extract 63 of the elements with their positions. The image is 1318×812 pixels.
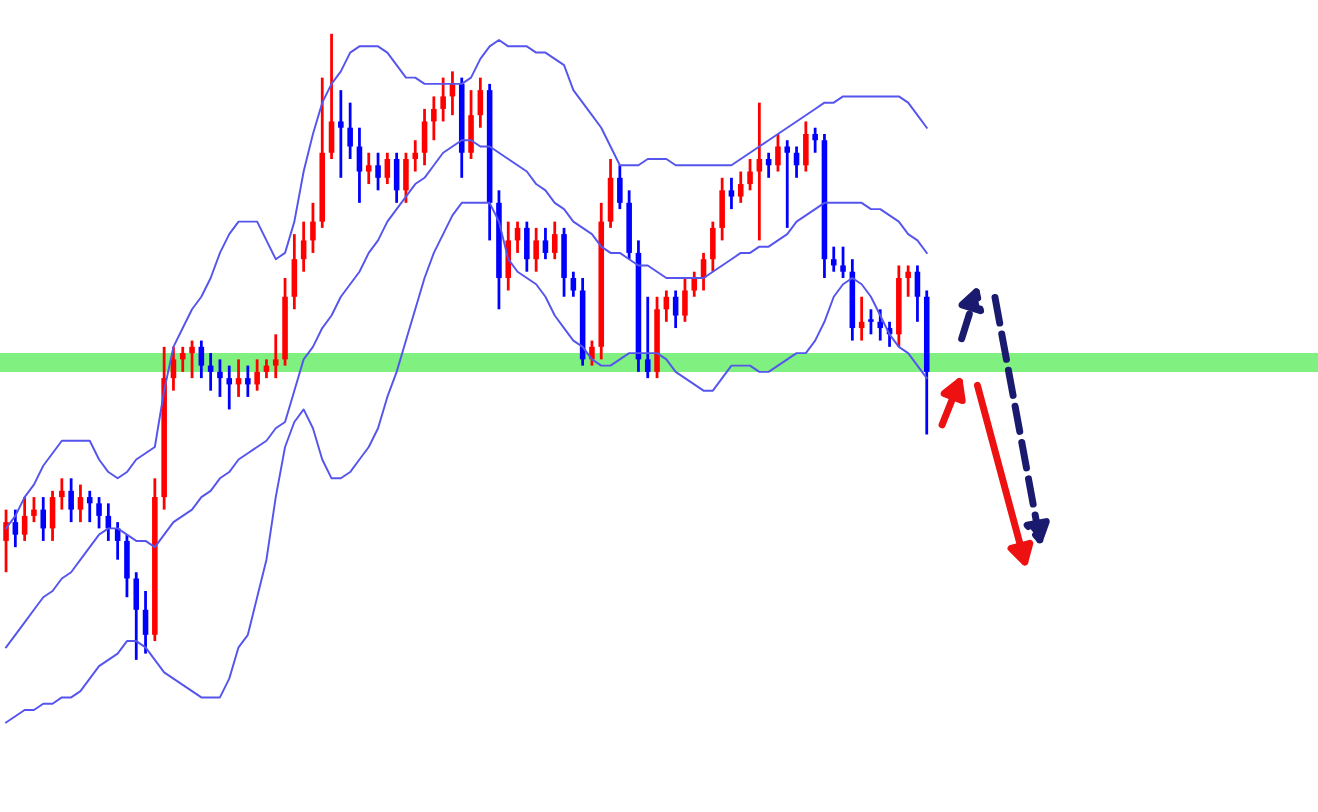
candlestick — [812, 126, 818, 155]
candlestick — [356, 126, 363, 205]
candlestick — [384, 151, 391, 186]
candlestick — [617, 163, 623, 211]
candlestick — [905, 264, 911, 299]
candlestick — [830, 245, 837, 274]
candlestick — [40, 495, 47, 543]
candlestick — [96, 495, 102, 530]
candlestick — [245, 364, 251, 399]
candlestick — [719, 176, 725, 242]
candlestick — [133, 570, 140, 662]
candlestick — [3, 508, 9, 574]
candlestick — [217, 357, 223, 399]
candlestick — [644, 295, 651, 380]
candlestick — [840, 245, 846, 280]
candlestick — [728, 176, 735, 211]
candlestick — [21, 495, 28, 543]
candlestick — [803, 120, 809, 173]
candlestick — [198, 339, 205, 380]
candlestick — [524, 220, 530, 274]
candlestick — [868, 307, 874, 336]
candlestick — [682, 276, 688, 324]
candlestick — [737, 170, 744, 205]
candlestick — [756, 101, 763, 242]
candlestick — [179, 345, 186, 374]
candlestick — [440, 76, 446, 123]
candlestick — [431, 95, 437, 142]
candlestick — [365, 151, 372, 186]
candlestick — [338, 88, 344, 180]
candlestick — [300, 220, 307, 274]
candlestick — [189, 339, 195, 380]
candlestick — [59, 476, 65, 511]
candlestick — [291, 232, 298, 311]
candlestick — [86, 489, 93, 524]
candlestick — [551, 220, 558, 261]
candlestick — [31, 495, 37, 524]
candlestick — [561, 226, 567, 299]
candlestick — [272, 332, 279, 380]
candlestick — [784, 138, 791, 230]
candlestick — [505, 220, 512, 292]
candlestick — [375, 151, 381, 192]
candlestick — [310, 201, 316, 255]
candlestick — [403, 151, 409, 205]
candlestick — [533, 226, 539, 274]
candlestick — [877, 307, 884, 342]
candlestick — [328, 32, 335, 161]
candlestick — [672, 289, 679, 330]
candlestick — [421, 107, 428, 167]
candlestick — [607, 157, 614, 230]
candlestick — [468, 88, 474, 161]
candlestick — [254, 357, 260, 393]
candlestick — [691, 270, 698, 299]
candlestick — [124, 533, 130, 599]
candlestick — [68, 476, 74, 524]
candlestick — [12, 508, 19, 549]
candlestick — [542, 226, 549, 261]
candlestick — [747, 157, 753, 192]
candlestick — [77, 483, 84, 524]
candlestick — [710, 220, 716, 274]
candlestick — [347, 101, 353, 161]
candlestick — [226, 364, 233, 411]
candlestick — [412, 138, 419, 173]
candlestick — [775, 132, 781, 173]
